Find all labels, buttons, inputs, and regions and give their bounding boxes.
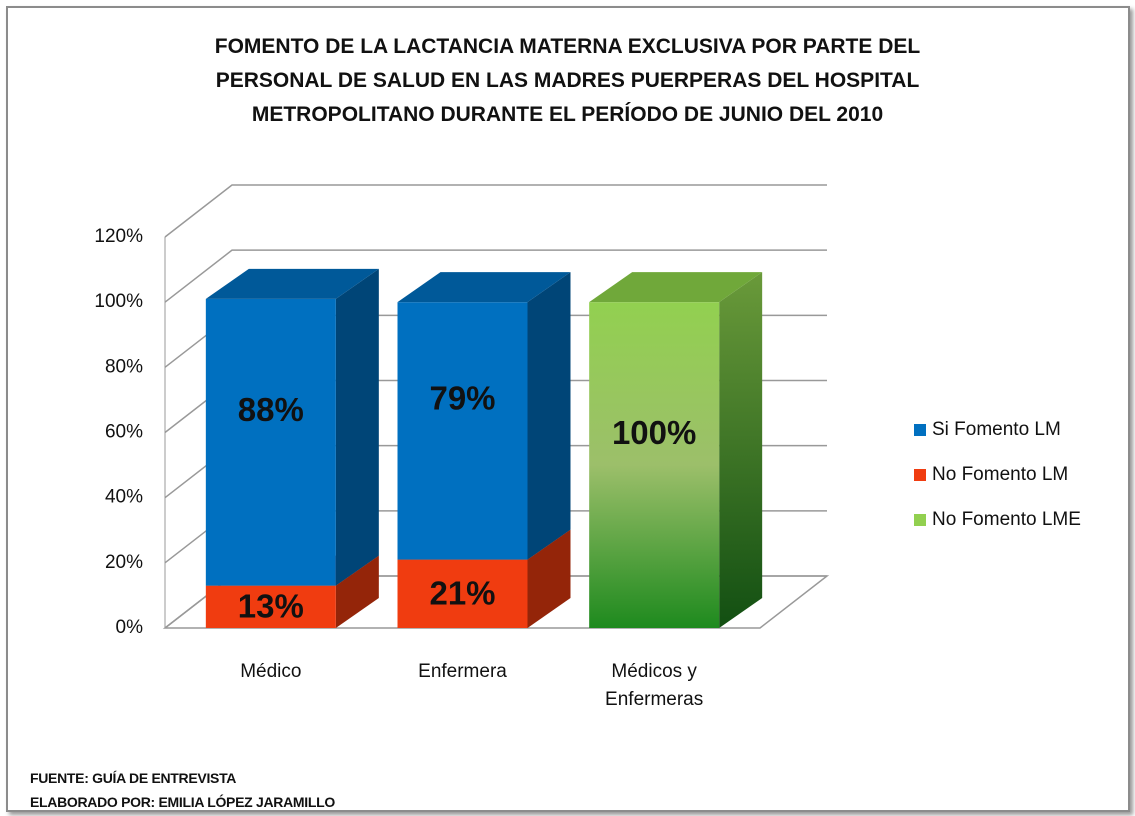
y-tick-label: 0% [116, 617, 144, 638]
bar-side [527, 272, 571, 560]
y-tick-label: 100% [94, 291, 143, 312]
legend-swatch [914, 514, 926, 526]
data-label: 79% [429, 380, 495, 417]
bar-side [335, 268, 379, 586]
data-label: 100% [612, 414, 696, 451]
legend-label: Si Fomento LM [932, 419, 1061, 440]
bar [589, 302, 720, 628]
x-tick-label: Médicos y Enfermeras [605, 661, 704, 710]
bar-side [527, 529, 571, 628]
bar [397, 302, 528, 560]
y-tick-label: 40% [105, 487, 143, 508]
x-tick-label: Médico [240, 661, 302, 682]
bar-top [205, 268, 379, 299]
bar-top [589, 272, 763, 303]
y-tick-label: 60% [105, 422, 143, 443]
note: FUENTE: GUÍA DE ENTREVISTA [30, 770, 237, 786]
y-tick-label: 120% [94, 226, 143, 247]
legend-label: No Fomento LM [932, 464, 1068, 485]
legend-swatch [914, 424, 926, 436]
data-label: 13% [238, 588, 304, 625]
data-label: 88% [238, 391, 304, 428]
bar [397, 559, 528, 628]
legend-label: No Fomento LME [932, 509, 1081, 530]
x-tick-label: Enfermera [418, 661, 507, 682]
chart-title: FOMENTO DE LA LACTANCIA MATERNA EXCLUSIV… [214, 35, 921, 126]
bar-side [335, 555, 379, 628]
note: ELABORADO POR: EMILIA LÓPEZ JARAMILLO [30, 794, 335, 810]
data-label: 21% [429, 575, 495, 612]
bar [205, 585, 336, 628]
bar-top [397, 272, 571, 303]
grid-line [164, 249, 827, 303]
grid-line [164, 184, 827, 238]
y-tick-label: 20% [105, 552, 143, 573]
y-tick-label: 80% [105, 356, 143, 377]
bar-side [719, 272, 763, 628]
legend-swatch [914, 469, 926, 481]
bar [205, 298, 336, 586]
